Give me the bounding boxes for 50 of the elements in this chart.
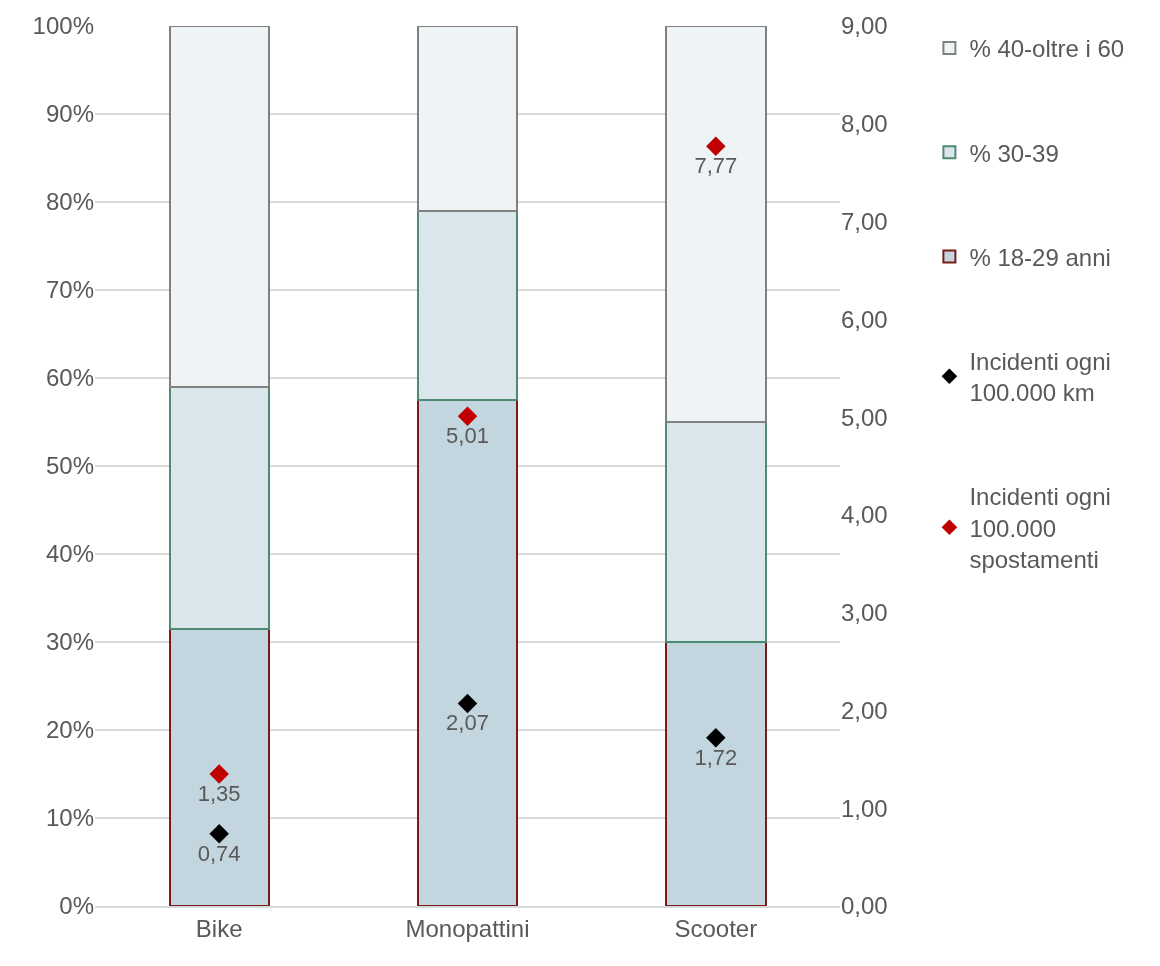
data-label: 1,35	[197, 780, 241, 806]
bar	[416, 209, 519, 401]
y2-tick-label: 3,00	[841, 599, 888, 627]
y-tick-label: 70%	[45, 276, 94, 304]
data-label: 0,74	[197, 840, 241, 866]
x-tick-label: Scooter	[674, 914, 758, 942]
data-label: 7,77	[694, 153, 738, 179]
point	[457, 406, 478, 426]
bar	[665, 421, 767, 643]
point	[209, 764, 229, 784]
data-label: 5,01	[446, 423, 489, 449]
legend-label: % 40-oltre i 60	[969, 35, 1125, 63]
bar	[168, 26, 270, 388]
bar	[665, 641, 767, 906]
y-tick-label: 80%	[45, 188, 94, 216]
bar	[416, 26, 519, 212]
y-tick-label: 30%	[45, 628, 94, 656]
point	[209, 823, 229, 844]
point	[706, 728, 726, 748]
bar	[665, 26, 767, 423]
point	[706, 136, 726, 157]
point	[457, 693, 478, 714]
legend-label: % 30-39	[969, 139, 1059, 167]
y-tick-label: 10%	[45, 804, 94, 832]
y-tick-label: 20%	[45, 716, 94, 744]
y-tick-label: 50%	[45, 452, 94, 480]
y2-tick-label: 8,00	[841, 110, 888, 138]
bar	[168, 385, 270, 630]
y2-tick-label: 1,00	[841, 794, 888, 822]
y2-tick-label: 4,00	[841, 501, 888, 529]
legend-label: Incidenti ogni 100.000 spostamenti	[969, 483, 1111, 573]
y2-tick-label: 6,00	[841, 305, 888, 333]
y-tick-label: 90%	[45, 100, 94, 128]
x-tick-label: Bike	[195, 914, 243, 942]
legend-label: Incidenti ogni 100.000 km	[969, 348, 1111, 407]
data-label: 1,72	[694, 744, 738, 770]
y2-tick-label: 9,00	[841, 12, 888, 40]
y2-tick-label: 5,00	[841, 403, 888, 431]
data-label: 2,07	[446, 710, 489, 736]
x-tick-label: Monopattini	[405, 914, 530, 942]
y-tick-label: 40%	[45, 540, 94, 568]
y2-tick-label: 7,00	[841, 207, 888, 235]
y-tick-label: 0%	[59, 892, 94, 920]
y-tick-label: 60%	[45, 364, 94, 392]
y2-tick-label: 0,00	[841, 892, 888, 920]
y-tick-label: 100%	[32, 12, 94, 40]
legend-label: % 18-29 anni	[969, 243, 1111, 271]
y2-tick-label: 2,00	[841, 696, 888, 724]
bar	[416, 399, 519, 906]
bar	[168, 627, 270, 906]
